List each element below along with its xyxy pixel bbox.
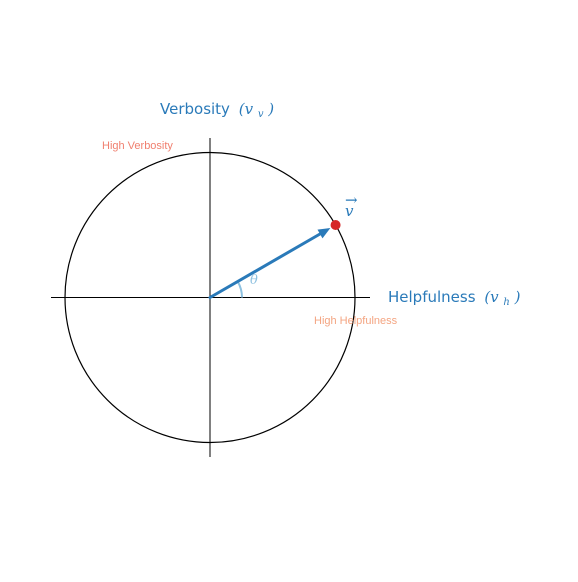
angle-arc: [236, 281, 243, 298]
x-axis-title-text: Helpfulness: [388, 288, 476, 306]
y-axis-title-text: Verbosity: [160, 100, 230, 118]
x-axis-subscript: h: [503, 297, 509, 308]
vector-arrow: [208, 232, 322, 299]
y-axis-close: ): [267, 100, 274, 118]
high-verbosity-label: High Verbosity: [102, 140, 173, 152]
vector-label-symbol: v: [345, 202, 354, 220]
vector-label: v: [345, 202, 354, 220]
vector-label-arrow: →: [345, 191, 358, 209]
angle-theta-label: θ: [250, 273, 258, 288]
y-axis-symbol: (v: [239, 100, 254, 118]
vector-arrowhead: [317, 228, 331, 239]
high-helpfulness-label: High Helpfulness: [314, 315, 398, 327]
y-axis-title: Verbosity (v v ): [160, 100, 274, 121]
x-axis-title: Helpfulness (v h ): [388, 288, 521, 309]
vector-endpoint-dot: [330, 220, 341, 230]
x-axis-close: ): [514, 288, 521, 306]
x-axis-symbol: (v: [484, 288, 499, 306]
unit-circle: [64, 151, 356, 444]
y-axis-subscript: v: [258, 109, 264, 120]
